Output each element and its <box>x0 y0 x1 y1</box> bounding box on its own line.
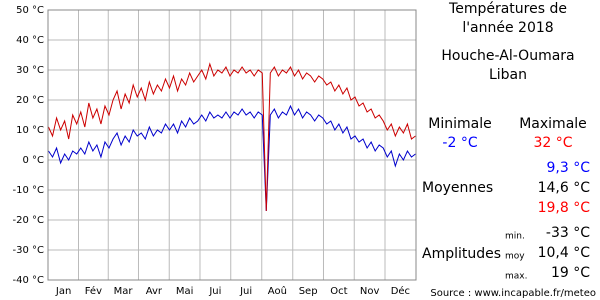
x-tick-label: Jui <box>239 286 252 297</box>
y-tick-label: -10 °C <box>13 185 45 196</box>
country: Liban <box>489 67 527 83</box>
amplitude-label: min. <box>505 232 525 242</box>
x-tick-label: Mai <box>176 286 194 297</box>
y-tick-label: -40 °C <box>13 275 45 286</box>
amplitude-value: 19 °C <box>551 265 590 281</box>
average-value: 9,3 °C <box>547 160 591 176</box>
y-tick-label: 20 °C <box>16 95 44 106</box>
y-tick-label: 30 °C <box>16 65 44 76</box>
x-tick-label: Aoû <box>268 285 287 297</box>
plot-frame <box>47 9 417 281</box>
max-value: 32 °C <box>533 135 572 151</box>
y-tick-label: -30 °C <box>13 245 45 256</box>
x-tick-label: Sep <box>299 286 318 297</box>
line-series <box>48 62 416 212</box>
amplitude-label: max. <box>505 272 527 282</box>
x-tick-label: Avr <box>146 286 163 297</box>
plot-area <box>47 9 417 281</box>
x-tick-label: Fév <box>85 285 102 297</box>
amplitude-label: moy <box>505 252 525 262</box>
source: Source : www.incapable.fr/meteo <box>430 288 596 299</box>
x-tick-label: Jui <box>208 286 221 297</box>
x-tick-label: Mar <box>114 286 134 297</box>
legend-label: Minimale <box>428 116 491 132</box>
amplitude-value: 10,4 °C <box>538 245 591 261</box>
x-tick-label: Oct <box>330 286 347 297</box>
average-value: 14,6 °C <box>538 180 591 196</box>
y-tick-label: 10 °C <box>16 125 44 136</box>
station: Houche-Al-Oumara <box>441 48 574 64</box>
y-tick-label: 0 °C <box>22 155 44 166</box>
averages-label: Moyennes <box>422 180 493 196</box>
y-tick-label: 40 °C <box>16 35 44 46</box>
x-tick-label: Jan <box>55 286 71 297</box>
title-line: Températures de <box>448 1 567 17</box>
x-tick-label: Déc <box>391 285 410 297</box>
x-tick-label: Nov <box>360 286 380 297</box>
min-value: -2 °C <box>442 135 477 151</box>
average-value: 19,8 °C <box>538 200 591 216</box>
y-tick-label: 50 °C <box>16 5 44 16</box>
amplitudes-label: Amplitudes <box>422 246 501 262</box>
title-line: l'année 2018 <box>462 20 553 36</box>
line-series <box>48 104 416 212</box>
legend-label: Maximale <box>519 116 587 132</box>
amplitude-value: -33 °C <box>546 225 590 241</box>
y-tick-label: -20 °C <box>13 215 45 226</box>
